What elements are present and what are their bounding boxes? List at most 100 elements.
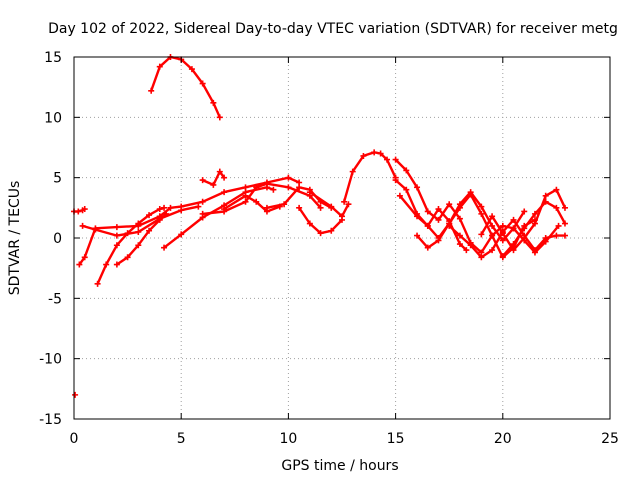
data-point [135, 228, 142, 235]
data-point [478, 254, 485, 261]
data-point [446, 201, 453, 208]
data-point [392, 156, 399, 163]
data-point [499, 253, 506, 260]
grid [74, 57, 610, 419]
y-tick-label: 0 [53, 231, 62, 247]
data-point [92, 226, 99, 233]
data-point [135, 220, 142, 227]
data-point [328, 203, 335, 210]
data-point [414, 213, 421, 220]
series-line [96, 206, 166, 286]
data-point [403, 186, 410, 193]
data-point [253, 184, 260, 191]
x-tick-label: 25 [601, 431, 619, 447]
data-point [72, 391, 79, 398]
data-point [521, 208, 528, 215]
data-point [199, 210, 206, 217]
series-line [201, 170, 226, 187]
data-point [285, 184, 292, 191]
data-point [195, 203, 202, 210]
chart-title: Day 102 of 2022, Sidereal Day-to-day VTE… [48, 21, 618, 37]
data-point [489, 222, 496, 229]
data-point [531, 247, 538, 254]
data-point [467, 242, 474, 249]
data-point [135, 242, 142, 249]
series-line [394, 178, 468, 252]
data-point [156, 216, 163, 223]
data-point [199, 80, 206, 87]
data-point [345, 201, 352, 208]
y-tick-label: 5 [53, 171, 62, 187]
data-point [161, 204, 168, 211]
data-point [146, 227, 153, 234]
data-point [456, 201, 463, 208]
data-point [561, 232, 568, 239]
data-point [435, 206, 442, 213]
data-point [489, 213, 496, 220]
data-point [403, 167, 410, 174]
data-series [71, 54, 568, 398]
y-tick-label: -10 [39, 352, 62, 368]
series-arc-h [199, 180, 324, 217]
data-point [221, 174, 228, 181]
series-arc-m [306, 189, 352, 220]
data-point [424, 244, 431, 251]
data-point [396, 192, 403, 199]
data-point [553, 186, 560, 193]
data-point [521, 235, 528, 241]
y-tick-label: -15 [39, 412, 62, 428]
data-point [317, 204, 324, 211]
series-arc-u [499, 198, 568, 260]
data-point [555, 222, 562, 229]
data-point [81, 254, 88, 261]
data-point [281, 201, 288, 208]
data-point [467, 189, 474, 196]
data-point [446, 222, 453, 229]
data-point [199, 198, 206, 205]
data-point [113, 242, 120, 249]
data-point [510, 241, 517, 248]
data-point [424, 208, 431, 215]
data-point [510, 247, 517, 254]
data-point [499, 237, 506, 244]
data-point [146, 212, 153, 219]
data-point [113, 224, 120, 231]
data-point [478, 210, 485, 217]
data-point [253, 198, 260, 205]
data-point [499, 230, 506, 237]
data-point [542, 192, 549, 199]
data-point [531, 210, 538, 217]
data-point [81, 206, 88, 213]
y-tick-label: -5 [48, 291, 62, 307]
series-line [394, 158, 560, 254]
data-point [199, 177, 206, 184]
data-point [339, 213, 345, 220]
series-arc-n [341, 149, 399, 205]
series-line [115, 212, 168, 266]
series-arc-i [199, 168, 228, 188]
series-arc-e [94, 204, 168, 287]
data-point [371, 149, 378, 156]
data-point [435, 237, 442, 244]
series-line [308, 190, 350, 218]
data-point [210, 181, 217, 188]
data-point [542, 235, 549, 241]
series-point-a [72, 391, 79, 398]
data-point [148, 87, 155, 94]
x-tick-label: 5 [177, 431, 186, 447]
data-point [270, 186, 277, 193]
data-point [221, 206, 228, 213]
data-point [94, 280, 101, 287]
data-point [306, 189, 313, 196]
data-point [384, 156, 391, 163]
series-arc-a [148, 54, 223, 121]
data-point [242, 198, 249, 205]
data-point [75, 208, 82, 215]
series-arc-j [221, 192, 283, 215]
data-point [414, 232, 421, 239]
data-point [414, 184, 421, 191]
data-point [161, 244, 168, 251]
x-tick-label: 20 [494, 431, 512, 447]
data-point [285, 174, 292, 181]
data-point [478, 231, 485, 238]
